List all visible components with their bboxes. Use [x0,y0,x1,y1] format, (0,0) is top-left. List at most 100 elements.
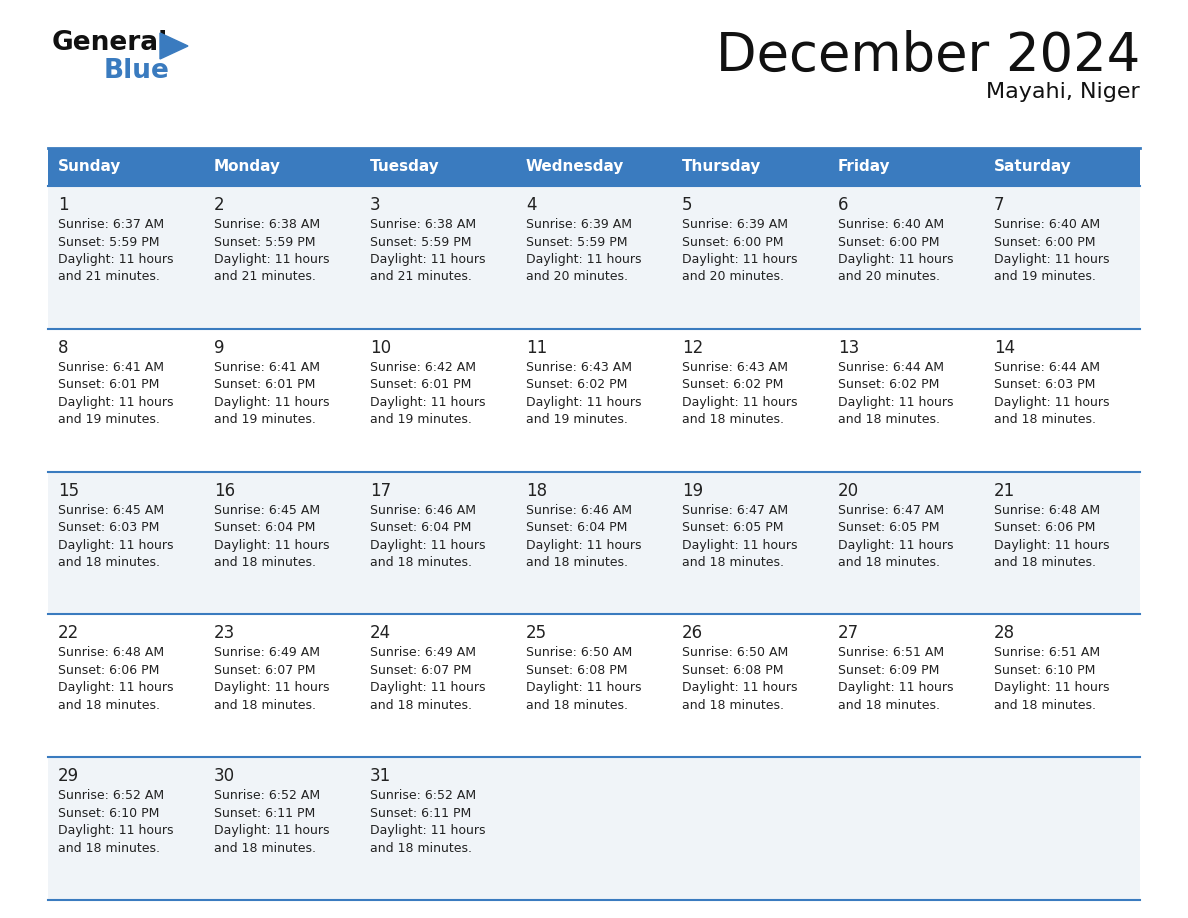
Text: Saturday: Saturday [994,160,1072,174]
Text: 2: 2 [214,196,225,214]
Bar [48,614,1140,757]
Text: Sunset: 5:59 PM: Sunset: 5:59 PM [214,236,316,249]
Text: and 18 minutes.: and 18 minutes. [214,842,316,855]
Text: Sunset: 5:59 PM: Sunset: 5:59 PM [369,236,472,249]
Text: December 2024: December 2024 [715,30,1140,82]
Text: Sunrise: 6:40 AM: Sunrise: 6:40 AM [994,218,1100,231]
Text: Sunset: 5:59 PM: Sunset: 5:59 PM [58,236,159,249]
Text: Daylight: 11 hours: Daylight: 11 hours [214,396,329,409]
Text: Sunrise: 6:51 AM: Sunrise: 6:51 AM [994,646,1100,659]
Text: Daylight: 11 hours: Daylight: 11 hours [369,253,486,266]
Text: and 18 minutes.: and 18 minutes. [682,699,784,711]
Text: Sunrise: 6:43 AM: Sunrise: 6:43 AM [526,361,632,374]
Text: Daylight: 11 hours: Daylight: 11 hours [838,539,954,552]
Bar [48,329,1140,472]
Text: Daylight: 11 hours: Daylight: 11 hours [838,253,954,266]
Text: Sunrise: 6:44 AM: Sunrise: 6:44 AM [838,361,944,374]
Text: 30: 30 [214,767,235,785]
Text: Sunset: 6:00 PM: Sunset: 6:00 PM [838,236,940,249]
Text: 22: 22 [58,624,80,643]
Text: Sunset: 6:06 PM: Sunset: 6:06 PM [58,664,159,677]
Text: 9: 9 [214,339,225,357]
Text: Sunrise: 6:52 AM: Sunrise: 6:52 AM [58,789,164,802]
Text: Daylight: 11 hours: Daylight: 11 hours [994,396,1110,409]
Text: Sunset: 6:03 PM: Sunset: 6:03 PM [58,521,159,534]
Text: Sunrise: 6:50 AM: Sunrise: 6:50 AM [526,646,632,659]
Text: Sunrise: 6:48 AM: Sunrise: 6:48 AM [994,504,1100,517]
Text: Daylight: 11 hours: Daylight: 11 hours [369,539,486,552]
Text: Sunset: 6:04 PM: Sunset: 6:04 PM [214,521,315,534]
Text: 19: 19 [682,482,703,499]
Text: Sunset: 6:07 PM: Sunset: 6:07 PM [214,664,316,677]
Text: and 21 minutes.: and 21 minutes. [214,271,316,284]
Text: and 18 minutes.: and 18 minutes. [838,556,940,569]
Text: and 18 minutes.: and 18 minutes. [994,413,1097,426]
Text: Monday: Monday [214,160,282,174]
Text: Sunrise: 6:39 AM: Sunrise: 6:39 AM [682,218,788,231]
Text: 20: 20 [838,482,859,499]
Text: and 18 minutes.: and 18 minutes. [58,556,160,569]
Text: Blue: Blue [105,58,170,84]
Text: and 18 minutes.: and 18 minutes. [994,699,1097,711]
Text: and 20 minutes.: and 20 minutes. [526,271,628,284]
Text: 4: 4 [526,196,537,214]
Text: and 18 minutes.: and 18 minutes. [682,556,784,569]
Text: 6: 6 [838,196,848,214]
Text: Sunrise: 6:49 AM: Sunrise: 6:49 AM [214,646,320,659]
Text: Sunset: 6:01 PM: Sunset: 6:01 PM [58,378,159,391]
Text: Sunrise: 6:40 AM: Sunrise: 6:40 AM [838,218,944,231]
Text: Sunrise: 6:42 AM: Sunrise: 6:42 AM [369,361,476,374]
Text: Daylight: 11 hours: Daylight: 11 hours [214,681,329,694]
Text: and 21 minutes.: and 21 minutes. [58,271,160,284]
Text: Friday: Friday [838,160,891,174]
Text: Daylight: 11 hours: Daylight: 11 hours [369,824,486,837]
Text: 11: 11 [526,339,548,357]
Text: and 18 minutes.: and 18 minutes. [838,413,940,426]
Text: Sunrise: 6:52 AM: Sunrise: 6:52 AM [214,789,320,802]
Text: 21: 21 [994,482,1016,499]
Text: Sunset: 6:01 PM: Sunset: 6:01 PM [214,378,315,391]
Text: Sunset: 5:59 PM: Sunset: 5:59 PM [526,236,627,249]
Text: 31: 31 [369,767,391,785]
Text: Sunset: 6:08 PM: Sunset: 6:08 PM [682,664,784,677]
Text: 16: 16 [214,482,235,499]
Text: 3: 3 [369,196,380,214]
Text: Sunrise: 6:52 AM: Sunrise: 6:52 AM [369,789,476,802]
Text: Daylight: 11 hours: Daylight: 11 hours [994,539,1110,552]
Text: Daylight: 11 hours: Daylight: 11 hours [682,539,797,552]
Text: Daylight: 11 hours: Daylight: 11 hours [994,681,1110,694]
Text: Tuesday: Tuesday [369,160,440,174]
Text: 14: 14 [994,339,1015,357]
Text: Sunset: 6:04 PM: Sunset: 6:04 PM [526,521,627,534]
Text: Sunrise: 6:45 AM: Sunrise: 6:45 AM [214,504,320,517]
Text: 5: 5 [682,196,693,214]
Text: Sunset: 6:03 PM: Sunset: 6:03 PM [994,378,1095,391]
Text: Sunset: 6:07 PM: Sunset: 6:07 PM [369,664,472,677]
Text: Daylight: 11 hours: Daylight: 11 hours [58,539,173,552]
Text: Sunrise: 6:49 AM: Sunrise: 6:49 AM [369,646,476,659]
Text: Sunrise: 6:51 AM: Sunrise: 6:51 AM [838,646,944,659]
Text: Daylight: 11 hours: Daylight: 11 hours [838,681,954,694]
Text: Wednesday: Wednesday [526,160,625,174]
Text: Sunset: 6:04 PM: Sunset: 6:04 PM [369,521,472,534]
Text: Daylight: 11 hours: Daylight: 11 hours [838,396,954,409]
Text: Sunset: 6:10 PM: Sunset: 6:10 PM [994,664,1095,677]
Text: 17: 17 [369,482,391,499]
Text: Daylight: 11 hours: Daylight: 11 hours [682,396,797,409]
Text: and 18 minutes.: and 18 minutes. [214,556,316,569]
Text: 1: 1 [58,196,69,214]
Text: Sunset: 6:11 PM: Sunset: 6:11 PM [369,807,472,820]
Text: Sunset: 6:02 PM: Sunset: 6:02 PM [526,378,627,391]
Text: and 19 minutes.: and 19 minutes. [214,413,316,426]
Text: Daylight: 11 hours: Daylight: 11 hours [58,253,173,266]
Text: and 18 minutes.: and 18 minutes. [214,699,316,711]
Text: Sunset: 6:02 PM: Sunset: 6:02 PM [838,378,940,391]
Text: 12: 12 [682,339,703,357]
Text: 13: 13 [838,339,859,357]
Text: 7: 7 [994,196,1005,214]
Text: Sunset: 6:11 PM: Sunset: 6:11 PM [214,807,315,820]
Text: Sunrise: 6:37 AM: Sunrise: 6:37 AM [58,218,164,231]
Bar [48,186,1140,329]
Text: 8: 8 [58,339,69,357]
Text: and 18 minutes.: and 18 minutes. [526,699,628,711]
